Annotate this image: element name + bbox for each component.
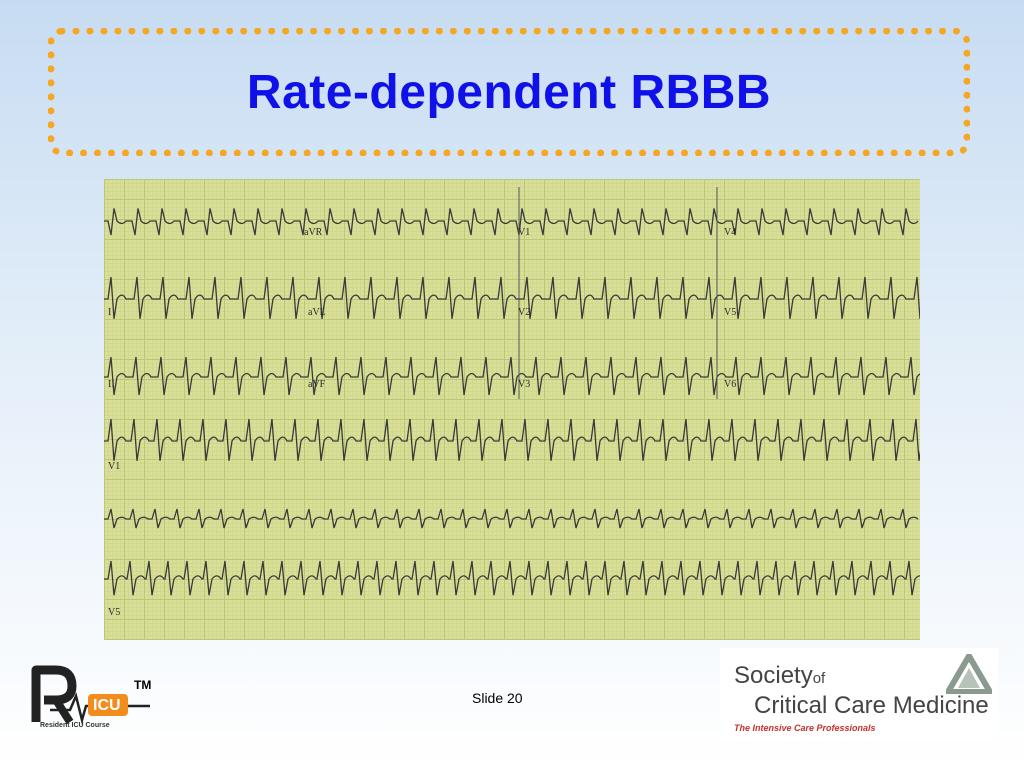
sccm-of-word: of [812,670,826,687]
lead-label: V3 [518,379,531,390]
title-frame: Rate-dependent RBBB [48,28,970,156]
lead-label: V1 [108,461,121,472]
ricu-tagline: Resident ICU Course [40,722,110,729]
lead-label: II [108,379,115,390]
sccm-society-text: Societyof [734,662,825,690]
sccm-tagline: The Intensive Care Professionals [734,723,876,733]
lead-label: I [108,307,112,318]
ecg-trace-row-5 [104,508,919,529]
ecg-trace-row-6 [104,560,920,596]
ecg-traces [104,187,920,596]
ricu-logo [31,665,150,725]
lead-label: V2 [518,307,531,318]
sccm-society-word: Society [734,662,813,689]
slide-number: Slide 20 [472,690,523,706]
ricu-badge: ICU [93,697,121,714]
sccm-ccm-text: Critical Care Medicine [754,692,989,719]
lead-label: V4 [724,227,737,238]
lead-label: V1 [518,227,531,238]
lead-label: aVR [304,227,323,238]
sccm-logo: Societyof Critical Care Medicine The Int… [720,648,998,740]
lead-label: V5 [108,607,121,618]
slide-title: Rate-dependent RBBB [246,65,772,119]
sccm-triangle-icon [946,654,992,694]
lead-label: V5 [724,307,737,318]
lead-label: aVL [308,307,326,318]
lead-label: V6 [724,379,737,390]
ecg-trace-row-1 [104,208,919,236]
ecg-trace-row-4 [104,418,920,461]
lead-label: aVF [308,379,326,390]
ecg-trace-row-2 [104,276,920,319]
ecg-trace-row-3 [104,356,920,396]
trademark-mark: TM [134,678,152,692]
